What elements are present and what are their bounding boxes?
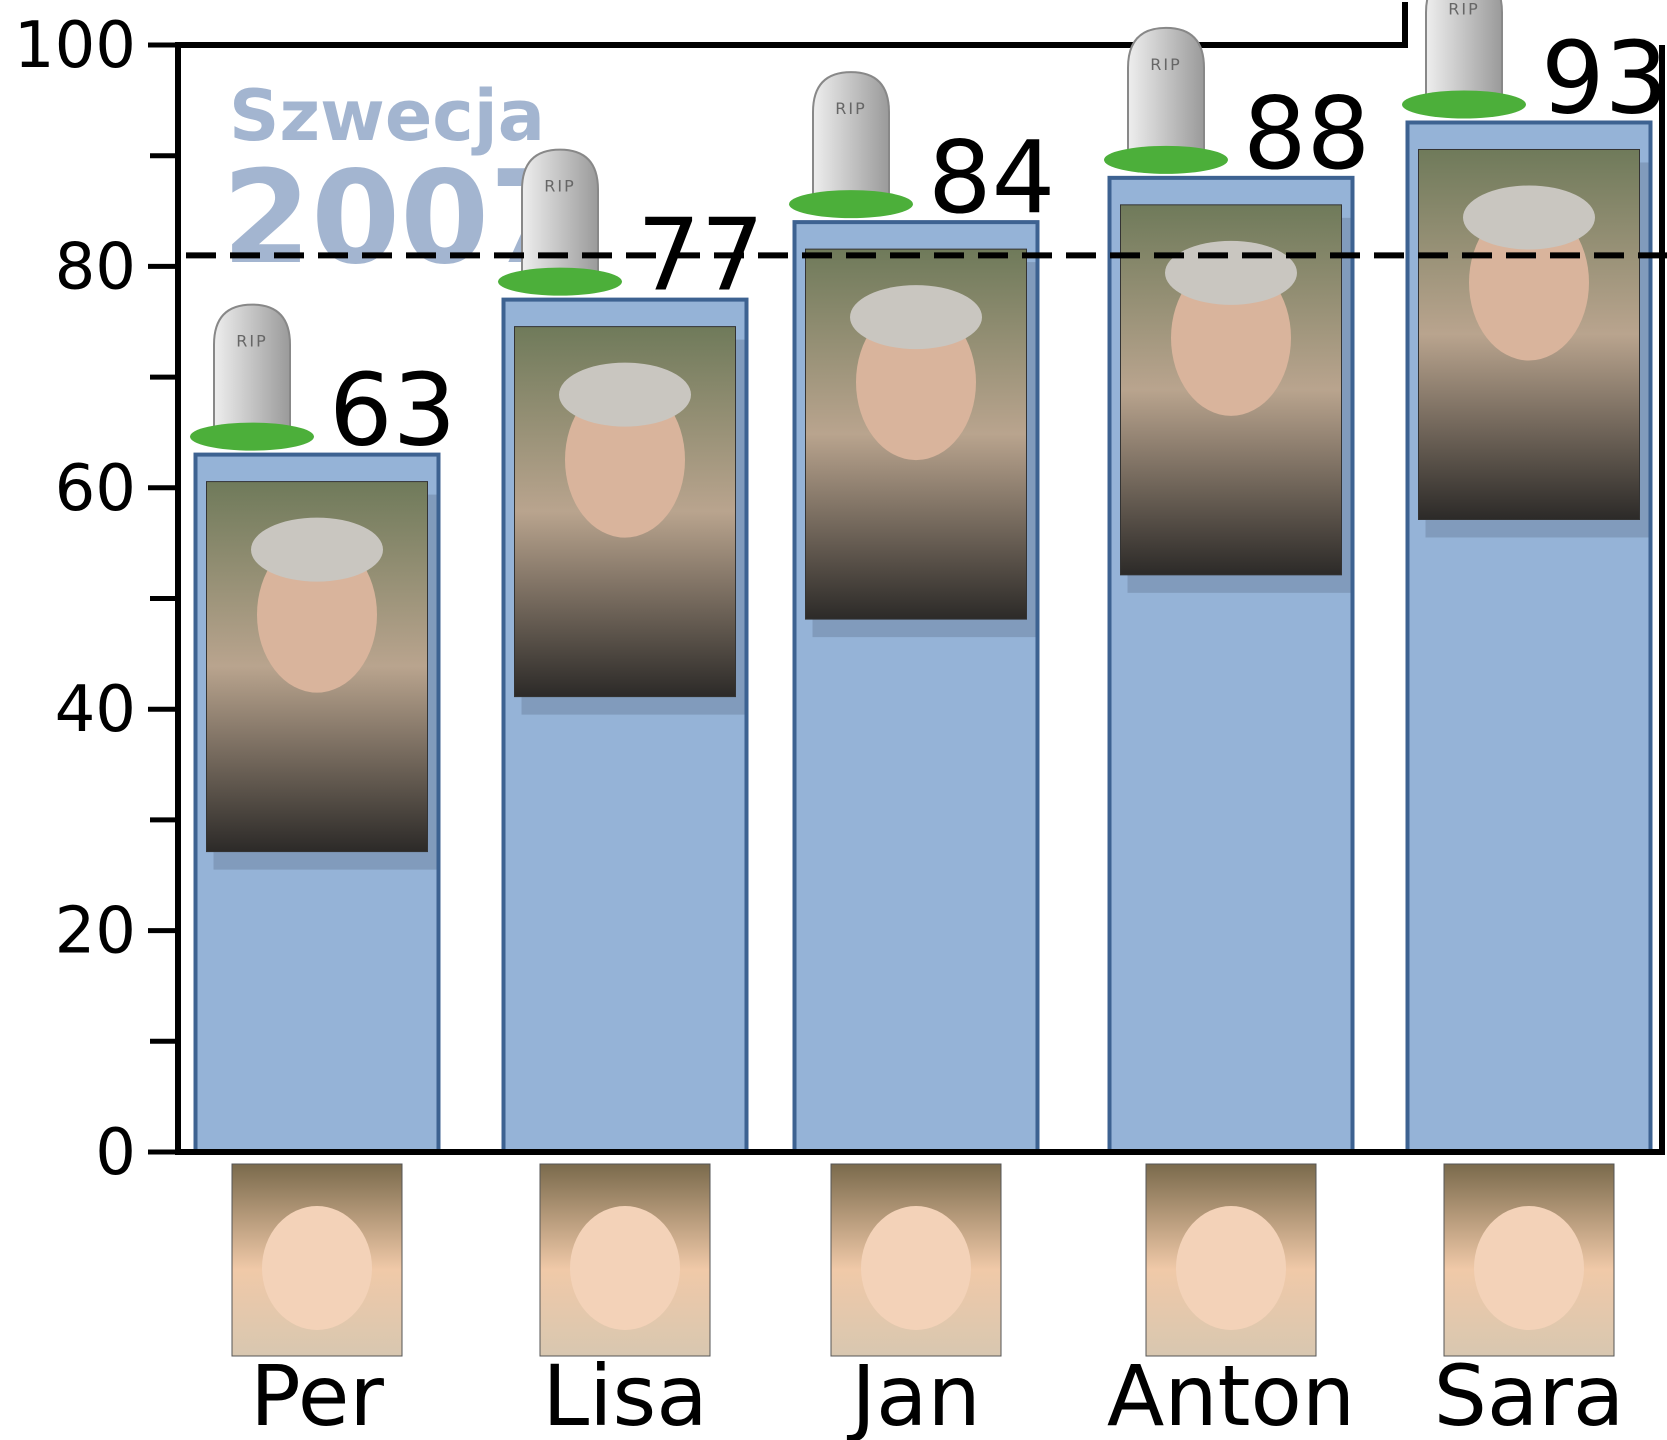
tombstone-grass <box>190 423 314 451</box>
tombstone-stone <box>813 72 889 202</box>
tombstone: RIP <box>789 72 913 218</box>
portrait-hair <box>850 285 982 349</box>
tombstone: RIP <box>190 305 314 451</box>
x-tick-label: Jan <box>846 1347 981 1440</box>
y-tick-label: 20 <box>55 895 136 969</box>
value-label: 93 <box>1541 19 1667 136</box>
tombstone-grass <box>1402 90 1526 118</box>
tombstone-text: RIP <box>544 177 575 196</box>
tombstone-grass <box>1104 146 1228 174</box>
portrait-hair <box>559 363 691 427</box>
y-tick-label: 0 <box>95 1116 136 1190</box>
tombstone: RIP <box>1104 28 1228 174</box>
tombstone-grass <box>789 190 913 218</box>
value-label: 77 <box>637 197 764 314</box>
y-tick-label: 80 <box>55 230 136 304</box>
baby-face <box>1176 1206 1286 1330</box>
chart: Szwecja 2007 020406080100RIP63PerRIP77Li… <box>0 0 1667 1440</box>
x-tick-label: Per <box>250 1347 384 1440</box>
y-tick-label: 60 <box>55 452 136 526</box>
tombstone-text: RIP <box>1448 0 1479 18</box>
x-tick-label: Anton <box>1107 1347 1355 1440</box>
tombstone: RIP <box>1402 0 1526 118</box>
x-tick-label: Sara <box>1434 1347 1625 1440</box>
tombstone-stone <box>1128 28 1204 158</box>
y-tick-label: 100 <box>14 9 136 83</box>
baby-face <box>861 1206 971 1330</box>
tombstone-stone <box>214 305 290 435</box>
baby-face <box>1474 1206 1584 1330</box>
portrait-hair <box>251 518 383 582</box>
baby-face <box>262 1206 372 1330</box>
value-label: 63 <box>329 352 456 469</box>
baby-face <box>570 1206 680 1330</box>
x-tick-label: Lisa <box>542 1347 707 1440</box>
tombstone-stone <box>522 150 598 280</box>
tombstone-grass <box>498 268 622 296</box>
value-label: 88 <box>1243 75 1370 192</box>
value-label: 84 <box>928 119 1055 236</box>
tombstone-text: RIP <box>1150 55 1181 74</box>
tombstone-text: RIP <box>236 332 267 351</box>
tombstone-text: RIP <box>835 99 866 118</box>
y-tick-label: 40 <box>55 673 136 747</box>
portrait-hair <box>1463 185 1595 249</box>
portrait-hair <box>1165 241 1297 305</box>
